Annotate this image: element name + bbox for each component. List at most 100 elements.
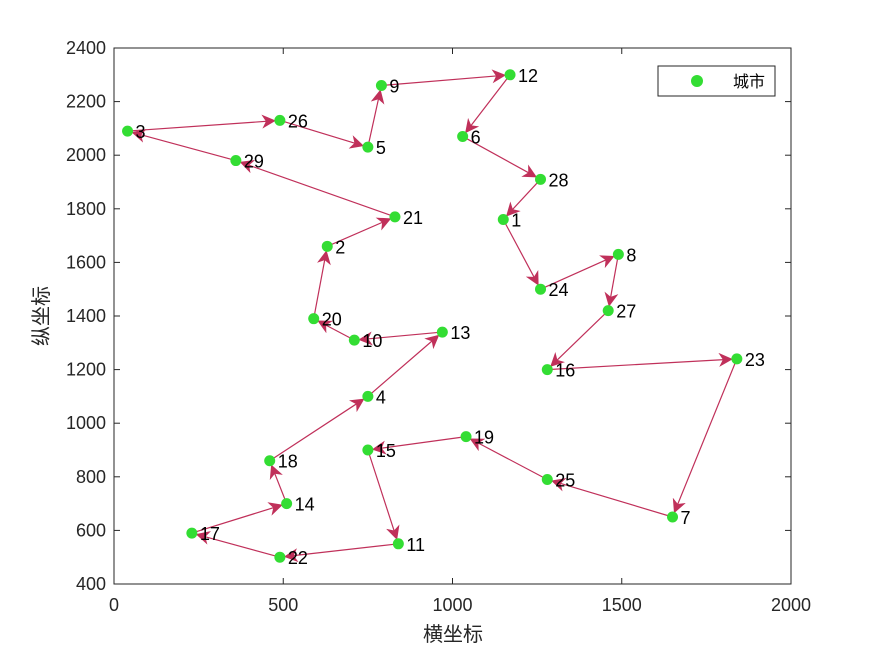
city-label-29: 29	[244, 152, 264, 172]
plot-background	[114, 48, 791, 584]
route-segment-21-29	[239, 159, 396, 218]
city-label-25: 25	[555, 470, 575, 490]
city-point-8	[612, 248, 624, 260]
city-point-19	[460, 431, 472, 443]
city-point-29	[230, 155, 242, 167]
city-label-28: 28	[549, 170, 569, 190]
route-segment-5-9	[367, 89, 385, 148]
route-segment-19-15	[371, 436, 467, 455]
legend: 城市	[657, 65, 776, 97]
city-label-12: 12	[518, 66, 538, 86]
route-segment-2-21	[327, 217, 392, 247]
city-point-23	[731, 353, 743, 365]
route-segment-17-14	[191, 502, 283, 534]
city-label-15: 15	[376, 441, 396, 461]
route-segment-12-6	[465, 74, 511, 134]
city-point-17	[186, 527, 198, 539]
y-tick-label: 1600	[66, 252, 106, 272]
city-point-27	[602, 305, 614, 317]
city-point-22	[274, 551, 286, 563]
route-segment-1-24	[502, 219, 539, 286]
route-segment-27-16	[550, 310, 609, 367]
city-point-12	[504, 69, 516, 81]
city-label-6: 6	[471, 127, 481, 147]
city-label-23: 23	[745, 350, 765, 370]
city-point-21	[389, 211, 401, 223]
x-axis-title: 横坐标	[423, 622, 483, 646]
city-point-26	[274, 114, 286, 126]
route-segment-25-19	[469, 438, 548, 481]
city-point-6	[457, 130, 469, 142]
x-tick-label: 2000	[771, 595, 811, 615]
city-point-15	[362, 444, 374, 456]
route-layer	[127, 69, 738, 563]
city-point-7	[667, 511, 679, 523]
city-label-26: 26	[288, 111, 308, 131]
x-tick-label: 1500	[602, 595, 642, 615]
route-segment-13-10	[358, 331, 443, 346]
y-tick-label: 400	[76, 574, 106, 594]
y-tick-label: 2000	[66, 145, 106, 165]
city-point-24	[535, 283, 547, 295]
y-tick-label: 1200	[66, 360, 106, 380]
city-label-5: 5	[376, 138, 386, 158]
legend-entry: 城市	[733, 72, 765, 91]
route-segment-22-17	[195, 531, 281, 558]
y-tick-label: 2400	[66, 38, 106, 58]
route-segment-18-4	[269, 398, 365, 462]
legend-marker	[691, 75, 703, 87]
city-point-9	[375, 80, 387, 92]
city-label-17: 17	[200, 524, 220, 544]
y-tick-label: 2200	[66, 92, 106, 112]
city-point-18	[264, 455, 276, 467]
city-label-2: 2	[335, 237, 345, 257]
route-segment-4-13	[367, 334, 440, 397]
route-segment-23-7	[672, 358, 738, 514]
route-segment-28-1	[505, 178, 541, 217]
city-point-1	[497, 214, 509, 226]
legend-box	[657, 65, 776, 97]
city-label-10: 10	[362, 331, 382, 351]
route-segment-26-5	[279, 119, 365, 149]
axes-layer: 0 500 1000 1500 2000 400 600 800 1000 1200 1400 160…	[66, 38, 811, 615]
city-point-16	[541, 364, 553, 376]
city-point-14	[281, 498, 293, 510]
city-label-27: 27	[616, 302, 636, 322]
y-tick-label: 800	[76, 467, 106, 487]
city-label-7: 7	[681, 508, 691, 528]
city-point-11	[392, 538, 404, 550]
city-label-20: 20	[322, 310, 342, 330]
city-point-13	[436, 326, 448, 338]
y-tick-label: 600	[76, 520, 106, 540]
city-point-25	[541, 473, 553, 485]
city-label-14: 14	[295, 495, 315, 515]
route-segment-15-11	[367, 449, 400, 540]
route-segment-16-23	[547, 352, 733, 371]
route-segment-24-8	[540, 255, 615, 290]
y-tick-label: 1000	[66, 413, 106, 433]
route-segment-7-25	[551, 477, 673, 518]
city-point-2	[321, 240, 333, 252]
city-label-11: 11	[406, 535, 425, 555]
route-segment-20-2	[313, 250, 331, 319]
points-layer	[122, 69, 743, 563]
city-point-10	[348, 334, 360, 346]
y-tick-label: 1800	[66, 199, 106, 219]
city-label-19: 19	[474, 428, 494, 448]
city-point-28	[535, 173, 547, 185]
city-label-16: 16	[555, 361, 575, 381]
x-tick-label: 500	[268, 595, 298, 615]
route-segment-6-28	[462, 135, 538, 178]
city-label-3: 3	[136, 122, 146, 142]
route-segment-3-26	[127, 114, 276, 132]
city-point-20	[308, 313, 320, 325]
city-point-4	[362, 390, 374, 402]
city-label-13: 13	[450, 323, 470, 343]
x-tick-label: 0	[109, 595, 119, 615]
city-point-3	[122, 125, 134, 137]
route-segment-9-12	[381, 69, 507, 87]
city-label-9: 9	[389, 77, 399, 97]
route-segment-11-22	[283, 543, 399, 563]
